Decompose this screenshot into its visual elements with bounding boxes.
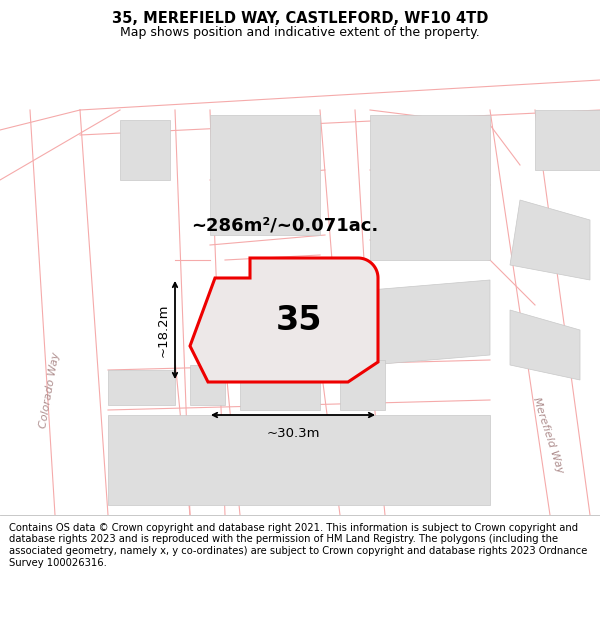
Text: Merefield Way: Merefield Way xyxy=(531,396,565,474)
Text: 35, MEREFIELD WAY, CASTLEFORD, WF10 4TD: 35, MEREFIELD WAY, CASTLEFORD, WF10 4TD xyxy=(112,11,488,26)
Text: ~18.2m: ~18.2m xyxy=(157,303,170,357)
Polygon shape xyxy=(108,415,490,505)
Polygon shape xyxy=(370,115,490,260)
Text: Map shows position and indicative extent of the property.: Map shows position and indicative extent… xyxy=(120,26,480,39)
Polygon shape xyxy=(120,120,170,180)
Polygon shape xyxy=(340,360,385,410)
Polygon shape xyxy=(370,280,490,365)
Text: Colorado Way: Colorado Way xyxy=(38,351,62,429)
Text: 35: 35 xyxy=(276,304,322,336)
Text: Contains OS data © Crown copyright and database right 2021. This information is : Contains OS data © Crown copyright and d… xyxy=(9,522,587,568)
Polygon shape xyxy=(190,365,225,405)
Text: ~30.3m: ~30.3m xyxy=(266,427,320,440)
Polygon shape xyxy=(535,110,600,170)
Polygon shape xyxy=(510,200,590,280)
Polygon shape xyxy=(108,370,175,405)
Text: ~286m²/~0.071ac.: ~286m²/~0.071ac. xyxy=(191,216,379,234)
Polygon shape xyxy=(240,360,320,410)
Polygon shape xyxy=(190,258,378,382)
Polygon shape xyxy=(510,310,580,380)
Polygon shape xyxy=(210,115,320,235)
